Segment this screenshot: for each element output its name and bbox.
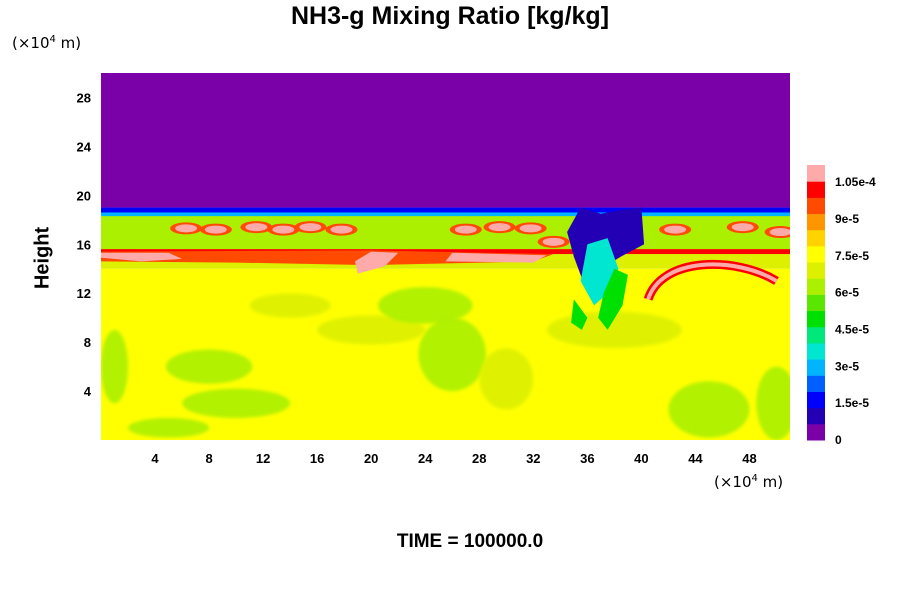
field-feature [454, 225, 477, 234]
x-tick-label: 16 [310, 451, 324, 466]
y-tick-label: 28 [77, 90, 91, 105]
colorbar-swatch [807, 262, 825, 279]
colorbar-swatch [807, 278, 825, 295]
field-feature [249, 293, 331, 318]
y-tick-label: 8 [84, 335, 91, 350]
field-feature [101, 250, 554, 266]
colorbar-tick-label: 7.5e-5 [835, 249, 869, 263]
y-axis-unit: (×104 m) [12, 34, 82, 52]
field-feature [598, 268, 628, 330]
y-tick-label: 24 [77, 139, 92, 154]
x-tick-label: 44 [688, 451, 703, 466]
field-feature [204, 225, 227, 234]
colorbar-swatch [807, 245, 825, 263]
colorbar-swatch [807, 310, 825, 328]
colorbar-swatch [807, 294, 825, 312]
colorbar-swatch [807, 375, 825, 392]
field-feature [571, 299, 588, 330]
field-feature [128, 417, 210, 438]
x-axis-unit: (×104 m) [714, 473, 784, 491]
time-value: 100000.0 [463, 531, 544, 552]
field-feature [101, 329, 129, 404]
field-feature [542, 237, 565, 246]
field-feature [330, 225, 353, 234]
field-feature [664, 225, 687, 234]
colorbar-tick-label: 6e-5 [835, 286, 859, 300]
field-feature [756, 366, 790, 440]
field-region [101, 73, 790, 208]
colorbar-tick-label: 3e-5 [835, 359, 859, 373]
field-feature [646, 262, 778, 301]
field-feature [182, 388, 291, 418]
field-feature [445, 252, 547, 263]
x-tick-label: 24 [418, 451, 433, 466]
field-strip [101, 207, 790, 214]
y-tick-label: 12 [77, 286, 91, 301]
colorbar-swatch [807, 165, 825, 182]
field-feature [101, 252, 183, 262]
colorbar-tick-label: 9e-5 [835, 212, 859, 226]
field-feature [519, 224, 542, 233]
x-tick-label: 36 [580, 451, 594, 466]
colorbar-swatch [807, 391, 825, 409]
chart-title: NH3-g Mixing Ratio [kg/kg] [290, 2, 610, 30]
x-tick-label: 32 [526, 451, 540, 466]
colorbar-swatch [807, 181, 825, 198]
colorbar-swatch [807, 213, 825, 231]
colorbar-swatch [807, 326, 825, 344]
field-feature [272, 225, 295, 234]
field-feature [418, 317, 487, 392]
field-feature [668, 381, 750, 438]
time-label: TIME = [396, 531, 459, 552]
colorbar-tick-label: 0 [835, 433, 842, 447]
field-feature [245, 223, 268, 232]
field-strip [101, 249, 790, 255]
x-tick-label: 20 [364, 451, 378, 466]
colorbar-swatch [807, 197, 825, 215]
field-strip [101, 212, 790, 217]
field-feature [377, 287, 473, 324]
colorbar-tick-label: 4.5e-5 [835, 323, 869, 337]
x-tick-label: 28 [472, 451, 486, 466]
x-tick-label: 4 [151, 451, 159, 466]
x-tick-label: 12 [256, 451, 270, 466]
colorbar-swatch [807, 359, 825, 376]
field-feature [769, 228, 790, 237]
colorbar-swatch [807, 342, 825, 360]
x-tick-label: 48 [742, 451, 756, 466]
field-feature [175, 224, 198, 233]
plot-area [101, 73, 790, 440]
colorbar-swatch [807, 407, 825, 425]
field-feature [479, 348, 534, 410]
y-tick-label: 20 [77, 188, 91, 203]
colorbar-swatch [807, 423, 825, 441]
x-tick-label: 40 [634, 451, 648, 466]
field-feature [165, 349, 253, 384]
y-tick-label: 4 [84, 384, 92, 399]
x-tick-label: 8 [205, 451, 212, 466]
colorbar-tick-label: 1.05e-4 [835, 175, 876, 189]
y-tick-label: 16 [77, 237, 91, 252]
colorbar-tick-label: 1.5e-5 [835, 396, 869, 410]
colorbar-swatch [807, 229, 825, 247]
field-feature [317, 315, 426, 345]
field-feature [488, 223, 511, 232]
field-feature [299, 223, 322, 232]
field-feature [355, 251, 399, 274]
colorbar: 0 1.5e-5 3e-5 4.5e-5 6e-5 7.5e-5 9e-5 1.05e-4 [807, 165, 876, 447]
field-feature [731, 223, 754, 232]
time-caption: TIME = 100000.0 [0, 531, 900, 553]
